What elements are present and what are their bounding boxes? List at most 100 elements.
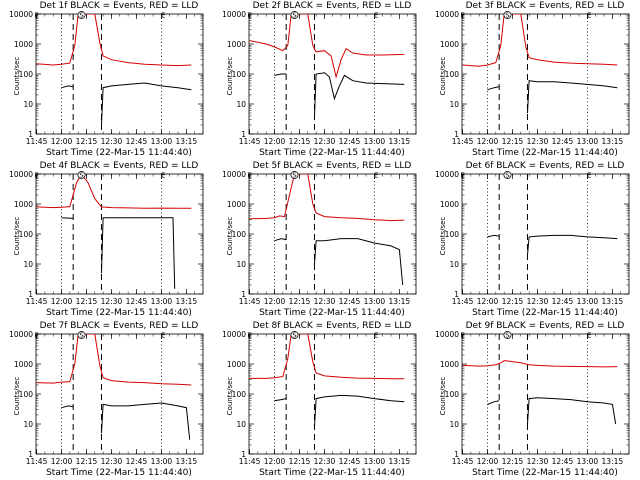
x-tick-label: 12:30 — [314, 297, 336, 306]
plot-frame — [461, 13, 630, 135]
detector-panel: 1 10 100 1000 10000 11:45 12:00 12:15 12:30 12:45… — [0, 0, 213, 160]
x-tick-label: 12:45 — [552, 457, 574, 466]
y-axis-label: Counts/sec — [226, 376, 234, 416]
red-lld-series-line — [462, 14, 618, 67]
panel-title: Det 3f BLACK = Events, RED = LLD — [465, 1, 625, 11]
event-marker-label: S — [292, 172, 297, 180]
panel-title: Det 6f BLACK = Events, RED = LLD — [465, 161, 625, 171]
y-tick-label: 10 — [236, 260, 246, 269]
black-events-series-line — [274, 73, 287, 76]
x-axis-label: Start Time (22-Mar-15 11:44:40) — [472, 468, 618, 478]
event-marker-label: E — [247, 172, 251, 180]
x-tick-label: 12:15 — [289, 137, 311, 146]
x-tick-label: 12:15 — [502, 297, 524, 306]
x-tick-label: 12:00 — [477, 137, 499, 146]
event-marker-label: E — [460, 172, 464, 180]
x-tick-label: 12:15 — [502, 457, 524, 466]
x-tick-label: 12:45 — [339, 297, 361, 306]
black-events-series-line — [61, 85, 74, 89]
x-tick-label: 12:45 — [126, 297, 148, 306]
y-tick-label: 1 — [28, 290, 33, 299]
black-events-series-line — [61, 217, 74, 219]
event-marker-label: E — [34, 332, 38, 340]
marker-circle — [290, 331, 299, 339]
y-tick-label: 1 — [454, 130, 459, 139]
event-marker-label: S — [79, 332, 84, 340]
black-events-series-line — [101, 402, 191, 440]
red-lld-series-line — [36, 174, 192, 209]
x-tick-label: 12:15 — [76, 297, 98, 306]
event-marker-label: E — [374, 332, 378, 340]
x-tick-label: 11:45 — [452, 297, 474, 306]
detector-panel: 1 10 100 1000 10000 11:45 12:00 12:15 12:30 12:45… — [213, 160, 426, 320]
x-tick-label: 12:30 — [527, 457, 549, 466]
panel-title: Det 2f BLACK = Events, RED = LLD — [252, 1, 412, 11]
y-tick-label: 10 — [449, 260, 459, 269]
panel-title: Det 9f BLACK = Events, RED = LLD — [465, 321, 625, 331]
y-tick-label: 10 — [23, 260, 33, 269]
y-axis-label: Counts/sec — [226, 216, 234, 256]
detector-panel: 1 10 100 1000 10000 11:45 12:00 12:15 12:30 12:45… — [426, 320, 639, 480]
panel-plot: 1 10 100 1000 10000 11:45 12:00 12:15 12:30 12:45… — [435, 170, 630, 306]
marker-circle — [503, 171, 512, 179]
x-tick-label: 12:00 — [51, 457, 73, 466]
x-axis-label: Start Time (22-Mar-15 11:44:40) — [46, 148, 192, 158]
y-tick-label: 1000 — [440, 360, 459, 369]
black-events-series-line — [487, 234, 500, 238]
x-tick-label: 11:45 — [452, 137, 474, 146]
event-marker-label: S — [505, 332, 510, 340]
black-events-series-line — [314, 238, 404, 286]
marker-circle — [503, 11, 512, 19]
event-marker-label: E — [161, 172, 165, 180]
event-marker-label: E — [587, 332, 591, 340]
event-marker-label: E — [460, 12, 464, 20]
black-events-series-line — [101, 82, 192, 126]
y-tick-label: 10 — [23, 420, 33, 429]
y-tick-label: 1 — [241, 450, 246, 459]
y-tick-label: 10000 — [222, 170, 246, 179]
y-tick-label: 100 — [445, 390, 460, 399]
y-tick-label: 100 — [445, 230, 460, 239]
red-lld-series-line — [36, 334, 192, 386]
x-tick-label: 12:30 — [101, 457, 123, 466]
x-tick-label: 12:30 — [101, 297, 123, 306]
x-tick-label: 13:00 — [151, 297, 173, 306]
y-tick-label: 1 — [454, 290, 459, 299]
y-tick-label: 100 — [445, 70, 460, 79]
x-tick-label: 13:00 — [577, 297, 599, 306]
panel-title: Det 5f BLACK = Events, RED = LLD — [252, 161, 412, 171]
panel-plot: 1 10 100 1000 10000 11:45 12:00 12:15 12:30 12:45… — [222, 170, 417, 306]
event-marker-label: E — [374, 12, 378, 20]
marker-circle — [290, 11, 299, 19]
x-axis-label: Start Time (22-Mar-15 11:44:40) — [46, 308, 192, 318]
x-tick-label: 13:15 — [602, 297, 624, 306]
y-tick-label: 1000 — [227, 200, 246, 209]
detector-panel: 1 10 100 1000 10000 11:45 12:00 12:15 12:30 12:45… — [426, 0, 639, 160]
panel-plot: 1 10 100 1000 10000 11:45 12:00 12:15 12:30 12:45… — [222, 330, 417, 466]
marker-circle — [503, 331, 512, 339]
y-tick-label: 100 — [19, 70, 34, 79]
y-tick-label: 1 — [454, 450, 459, 459]
x-tick-label: 12:00 — [264, 457, 286, 466]
x-tick-label: 12:00 — [51, 137, 73, 146]
x-tick-label: 12:15 — [76, 137, 98, 146]
y-tick-label: 10 — [449, 100, 459, 109]
panel-title: Det 8f BLACK = Events, RED = LLD — [252, 321, 412, 331]
y-tick-label: 100 — [232, 230, 247, 239]
x-tick-label: 13:15 — [389, 137, 411, 146]
plot-frame — [461, 173, 630, 295]
x-tick-label: 12:30 — [527, 297, 549, 306]
y-tick-label: 10000 — [9, 10, 33, 19]
red-lld-series-line — [249, 174, 405, 222]
panel-plot: 1 10 100 1000 10000 11:45 12:00 12:15 12:30 12:45… — [435, 330, 630, 466]
x-tick-label: 13:15 — [176, 137, 198, 146]
plot-frame — [248, 13, 417, 135]
x-tick-label: 13:15 — [389, 457, 411, 466]
event-marker-label: E — [161, 12, 165, 20]
y-tick-label: 1 — [241, 130, 246, 139]
x-tick-label: 11:45 — [239, 457, 261, 466]
y-axis-label: Counts/sec — [13, 56, 21, 96]
y-tick-label: 1000 — [14, 200, 33, 209]
y-tick-label: 10 — [236, 100, 246, 109]
panel-title: Det 1f BLACK = Events, RED = LLD — [39, 1, 199, 11]
